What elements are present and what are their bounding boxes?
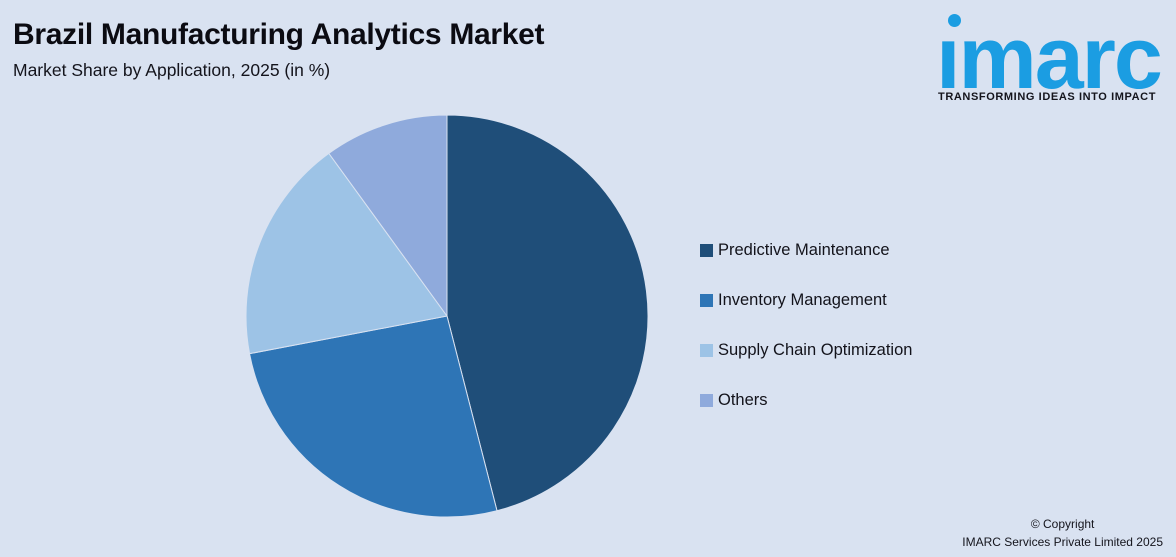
legend-label: Others (718, 390, 768, 409)
pie-slice-inventory-management (249, 315, 498, 518)
pie-slice-predictive-maintenance (446, 114, 649, 512)
chart-legend: Predictive Maintenance Inventory Managem… (700, 240, 912, 440)
legend-swatch-icon (700, 293, 713, 307)
page-title: Brazil Manufacturing Analytics Market (13, 18, 545, 51)
legend-item-inventory-management: Inventory Management (700, 290, 912, 310)
copyright-notice: © Copyright IMARC Services Private Limit… (962, 516, 1163, 551)
logo-dot-icon (948, 14, 961, 27)
pie-slice-supply-chain-optimization (245, 152, 448, 355)
logo-wordmark: ımarc (936, 8, 1163, 107)
imarc-logo: ımarc TRANSFORMING IDEAS INTO IMPACT (936, 0, 1170, 112)
copyright-line2: IMARC Services Private Limited 2025 (962, 534, 1163, 549)
legend-item-supply-chain-optimization: Supply Chain Optimization (700, 340, 912, 360)
legend-label: Inventory Management (718, 290, 887, 309)
legend-label: Supply Chain Optimization (718, 340, 913, 359)
logo-tagline: TRANSFORMING IDEAS INTO IMPACT (938, 91, 1157, 103)
legend-swatch-icon (700, 243, 713, 257)
legend-item-others: Others (700, 390, 912, 410)
pie-slice-others (328, 114, 448, 317)
legend-item-predictive-maintenance: Predictive Maintenance (700, 240, 912, 260)
copyright-line1: © Copyright (1030, 517, 1095, 532)
page-subtitle: Market Share by Application, 2025 (in %) (13, 60, 331, 80)
legend-label: Predictive Maintenance (718, 240, 890, 259)
legend-swatch-icon (700, 393, 713, 407)
legend-swatch-icon (700, 343, 713, 357)
